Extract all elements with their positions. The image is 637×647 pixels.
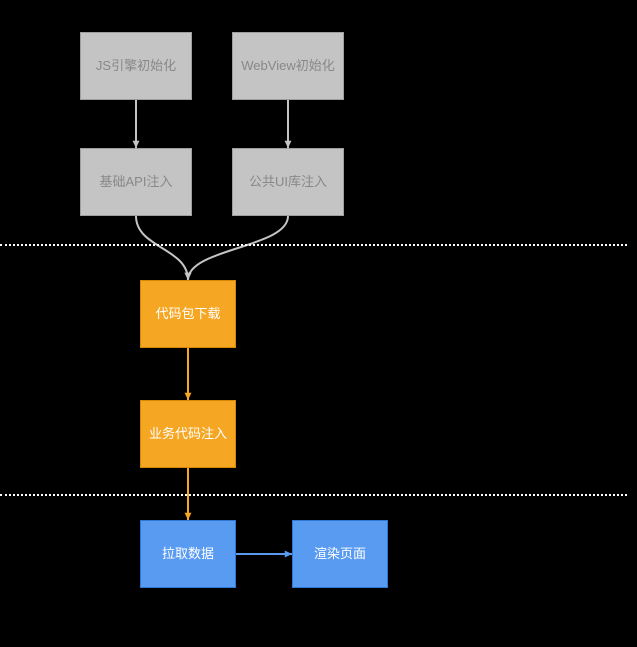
flow-node-fetch: 拉取数据 — [140, 520, 236, 588]
section-divider — [0, 244, 627, 246]
flow-node-render: 渲染页面 — [292, 520, 388, 588]
flow-node-label: 公共UI库注入 — [249, 174, 327, 191]
flow-node-js-init: JS引擎初始化 — [80, 32, 192, 100]
flow-node-ui-inject: 公共UI库注入 — [232, 148, 344, 216]
flow-node-biz-inject: 业务代码注入 — [140, 400, 236, 468]
flow-node-label: 基础API注入 — [100, 174, 173, 191]
flow-node-label: JS引擎初始化 — [96, 58, 176, 75]
flowchart-canvas: JS引擎初始化 WebView初始化基础API注入 公共UI库注入代码包下载业务代码… — [0, 0, 637, 647]
flow-node-label: 代码包下载 — [155, 306, 220, 323]
flow-node-pkg-dl: 代码包下载 — [140, 280, 236, 348]
flow-node-label: 渲染页面 — [314, 546, 366, 563]
section-divider — [0, 494, 627, 496]
flow-node-label: WebView初始化 — [241, 58, 334, 75]
flow-node-label: 业务代码注入 — [149, 426, 227, 443]
flow-node-wv-init: WebView初始化 — [232, 32, 344, 100]
flow-node-label: 拉取数据 — [162, 546, 214, 563]
flow-node-api-inject: 基础API注入 — [80, 148, 192, 216]
